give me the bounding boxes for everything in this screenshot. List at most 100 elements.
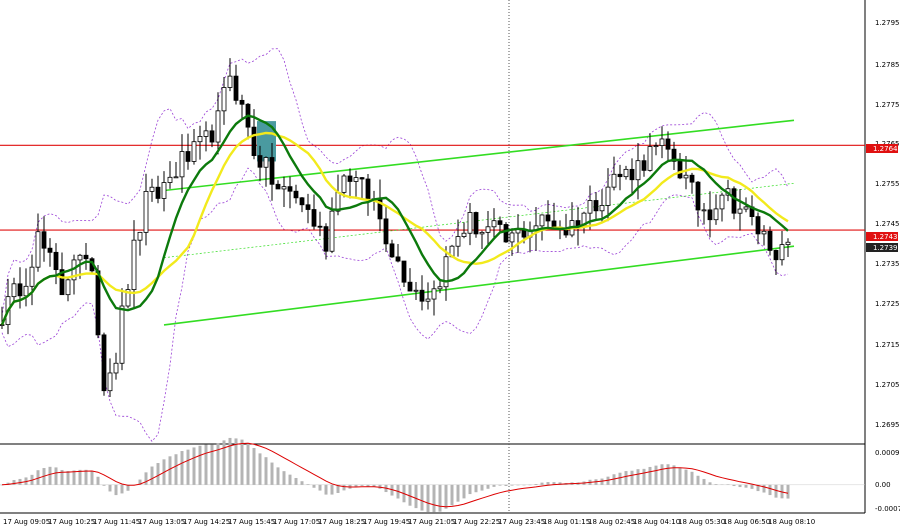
candle-body	[95, 270, 101, 336]
x-tick: 18 Aug 04:10	[633, 518, 680, 526]
candle-body	[707, 209, 713, 221]
x-tick: 17 Aug 19:45	[363, 518, 410, 526]
candle-body	[479, 231, 485, 235]
candle-body	[779, 244, 785, 261]
macd-bar	[0, 484, 4, 486]
y-tick: 1.2735	[875, 260, 900, 268]
macd-bar	[558, 482, 562, 485]
macd-bar	[522, 484, 526, 486]
macd-bar	[186, 449, 190, 485]
macd-bar	[786, 484, 790, 499]
macd-bar	[300, 481, 304, 485]
macd-bar	[294, 477, 298, 485]
candle-body	[125, 289, 131, 307]
candle-body	[467, 212, 473, 234]
macd-bar	[174, 454, 178, 485]
candle-body	[647, 146, 653, 171]
candle-body	[83, 254, 89, 260]
candle-body	[227, 75, 233, 88]
candle-body	[605, 186, 611, 206]
candle-body	[617, 173, 623, 178]
candle-body	[491, 220, 497, 228]
candle-body	[239, 99, 245, 105]
macd-bar	[150, 466, 154, 485]
candle-body	[383, 218, 389, 245]
candles	[0, 58, 791, 398]
macd-bar	[480, 484, 484, 491]
candle-body	[719, 194, 725, 210]
macd-bar	[312, 484, 316, 488]
macd-bar	[750, 484, 754, 489]
candle-body	[431, 288, 437, 300]
bollinger-lower	[1, 167, 789, 443]
macd-bar	[306, 484, 310, 485]
candle-body	[137, 231, 143, 241]
macd-bar	[678, 467, 682, 485]
signal-marker-layer	[257, 121, 276, 162]
y-tick: 1.2695	[875, 421, 900, 429]
macd-bar	[726, 484, 730, 485]
macd-bar	[768, 484, 772, 496]
candle-body	[251, 126, 257, 156]
macd-bar	[708, 482, 712, 485]
macd-bar	[648, 466, 652, 485]
candle-body	[473, 212, 479, 235]
macd-pane	[0, 437, 865, 513]
candle-body	[215, 110, 221, 143]
macd-bar	[492, 484, 496, 487]
macd-y-axis-labels: 0.0009 0.00 -0.0007	[875, 449, 900, 513]
macd-signal-line	[1, 442, 789, 508]
macd-bar	[552, 482, 556, 485]
x-tick: 17 Aug 10:25	[48, 518, 95, 526]
macd-bar	[210, 444, 214, 485]
macd-bar	[138, 479, 142, 485]
y-tick: 1.2785	[875, 61, 900, 69]
candle-body	[287, 186, 293, 192]
macd-bar	[156, 463, 160, 485]
sma-green	[0, 114, 789, 326]
candle-body	[551, 220, 557, 228]
candle-body	[785, 241, 791, 246]
candle-body	[323, 226, 329, 252]
macd-bar	[90, 470, 94, 485]
candle-body	[677, 160, 683, 179]
macd-bar	[738, 484, 742, 488]
macd-bar	[546, 482, 550, 485]
candle-body	[203, 130, 209, 137]
macd-bar	[192, 447, 196, 485]
macd-bar	[114, 484, 118, 496]
candle-body	[149, 186, 155, 192]
red-level-price: 1.2764	[873, 145, 898, 153]
horizontal-levels	[0, 144, 865, 231]
macd-bar	[498, 484, 502, 486]
macd-bar	[474, 484, 478, 493]
candle-body	[269, 157, 275, 185]
macd-bar	[264, 457, 268, 485]
macd-bar	[432, 484, 436, 513]
candle-body	[179, 151, 185, 178]
macd-bar	[330, 484, 334, 495]
candle-body	[299, 197, 305, 206]
macd-bar	[222, 440, 226, 485]
bollinger-bands	[1, 48, 789, 443]
candle-body	[59, 269, 65, 296]
candle-body	[599, 205, 605, 212]
macd-bar	[72, 470, 76, 485]
channel-median	[163, 182, 795, 259]
macd-bar	[744, 484, 748, 488]
macd-bar	[600, 478, 604, 485]
macd-bar	[450, 484, 454, 506]
candle-body	[509, 232, 515, 243]
x-tick: 18 Aug 01:15	[543, 518, 590, 526]
macd-bar	[426, 484, 430, 513]
candle-body	[659, 138, 665, 147]
candle-body	[221, 87, 227, 112]
macd-y-tick: 0.00	[875, 481, 891, 489]
current-price: 1.2739	[873, 244, 898, 252]
y-tick: 1.2795	[875, 19, 900, 27]
candle-body	[407, 281, 413, 292]
candle-body	[41, 231, 47, 249]
macd-bar	[690, 471, 694, 485]
macd-bar	[660, 464, 664, 485]
candle-body	[425, 298, 431, 302]
